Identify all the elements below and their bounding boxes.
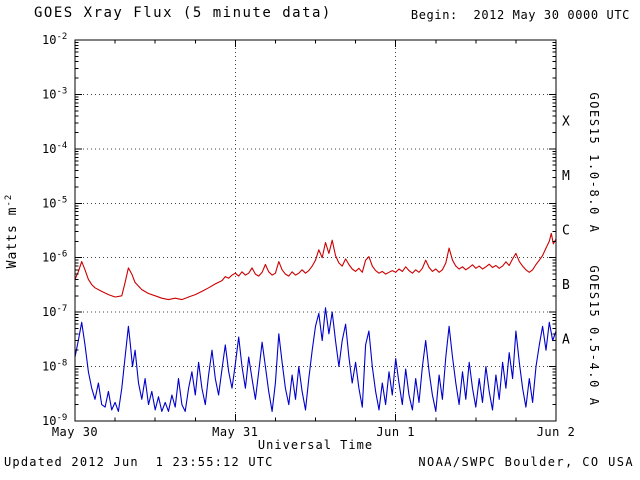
y-tick-label: 10-8 [42, 359, 67, 374]
series-goes15-0-5-4-0-a [75, 307, 556, 412]
flare-class-label: B [562, 278, 570, 293]
page-title: GOES Xray Flux (5 minute data) [34, 5, 332, 21]
flare-class-label: M [562, 169, 570, 184]
flare-class-label: A [562, 332, 570, 347]
begin-timestamp-label: Begin: 2012 May 30 0000 UTC [410, 8, 630, 22]
x-axis-title: Universal Time [258, 438, 373, 452]
series-goes15-1-0-8-0-a [75, 232, 556, 301]
y-tick-label: 10-5 [42, 195, 67, 210]
y-tick-label: 10-7 [42, 304, 67, 319]
updated-timestamp-label: Updated 2012 Jun 1 23:55:12 UTC [4, 455, 274, 469]
x-tick-label: May 30 [52, 425, 98, 439]
y-tick-label: 10-3 [42, 86, 67, 101]
series-legend-goes15-1-0-8-0-a: GOES15 1.0-8.0 A [587, 92, 601, 233]
y-tick-label: 10-2 [42, 32, 67, 47]
source-attribution-label: NOAA/SWPC Boulder, CO USA [418, 455, 634, 469]
flare-class-label: X [562, 115, 570, 130]
y-axis-title: Watts m-2 [4, 194, 20, 269]
flare-class-label: C [562, 224, 570, 239]
x-tick-label: Jun 2 [537, 425, 576, 439]
plot-frame [74, 39, 557, 422]
y-tick-label: 10-6 [42, 250, 67, 265]
y-tick-label: 10-9 [42, 413, 67, 428]
x-tick-label: May 31 [212, 425, 258, 439]
y-tick-label: 10-4 [42, 141, 67, 156]
series-legend-goes15-0-5-4-0-a: GOES15 0.5-4.0 A [587, 265, 601, 406]
x-tick-label: Jun 1 [376, 425, 415, 439]
